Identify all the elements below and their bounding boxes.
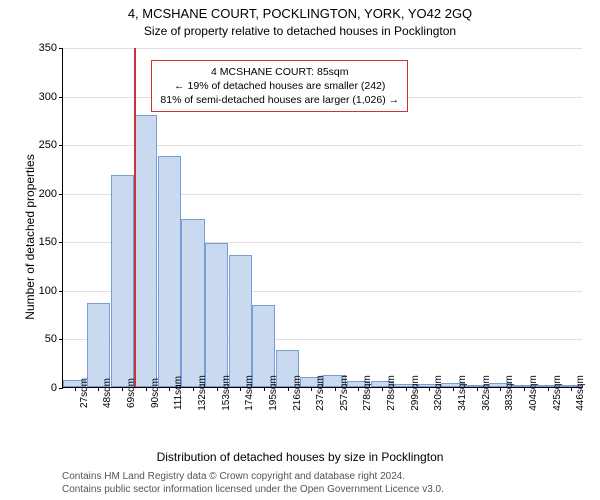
footer-line2: Contains public sector information licen… (62, 484, 444, 497)
ytick-mark (59, 145, 63, 146)
xtick-mark (75, 387, 76, 391)
xtick-mark (571, 387, 572, 391)
footer-text: Contains HM Land Registry data © Crown c… (62, 471, 444, 496)
xtick-mark (524, 387, 525, 391)
xtick-label: 299sqm (410, 375, 421, 411)
xtick-label: 362sqm (481, 375, 492, 411)
annotation-box: 4 MCSHANE COURT: 85sqm ← 19% of detached… (151, 60, 408, 113)
marker-line (134, 48, 136, 387)
annotation-line1: 4 MCSHANE COURT: 85sqm (160, 65, 399, 79)
ytick-label: 300 (39, 91, 57, 103)
ytick-label: 0 (51, 382, 57, 394)
bar (111, 175, 134, 387)
ytick-mark (59, 388, 63, 389)
xtick-mark (358, 387, 359, 391)
xtick-mark (406, 387, 407, 391)
xtick-label: 446sqm (575, 375, 586, 411)
xtick-mark (382, 387, 383, 391)
xtick-mark (169, 387, 170, 391)
xtick-mark (98, 387, 99, 391)
xtick-mark (217, 387, 218, 391)
xtick-mark (311, 387, 312, 391)
xtick-label: 320sqm (433, 375, 444, 411)
xtick-mark (264, 387, 265, 391)
xtick-mark (335, 387, 336, 391)
xtick-mark (453, 387, 454, 391)
annotation-line3: 81% of semi-detached houses are larger (… (160, 93, 399, 107)
footer-line1: Contains HM Land Registry data © Crown c… (62, 471, 444, 484)
plot-area: 05010015020025030035027sqm48sqm69sqm90sq… (62, 48, 582, 388)
xtick-mark (500, 387, 501, 391)
xtick-mark (193, 387, 194, 391)
xtick-mark (429, 387, 430, 391)
xtick-mark (477, 387, 478, 391)
bar (181, 219, 204, 387)
y-axis-label: Number of detached properties (23, 137, 37, 337)
annotation-line2: ← 19% of detached houses are smaller (24… (160, 79, 399, 93)
ytick-mark (59, 194, 63, 195)
ytick-mark (59, 339, 63, 340)
xtick-mark (288, 387, 289, 391)
xtick-mark (240, 387, 241, 391)
xtick-mark (146, 387, 147, 391)
ytick-label: 350 (39, 42, 57, 54)
xtick-label: 278sqm (386, 375, 397, 411)
bar (205, 243, 228, 387)
chart-title-1: 4, MCSHANE COURT, POCKLINGTON, YORK, YO4… (0, 6, 600, 21)
bar (87, 303, 110, 388)
ytick-label: 250 (39, 139, 57, 151)
ytick-mark (59, 48, 63, 49)
ytick-label: 150 (39, 236, 57, 248)
bar (158, 156, 181, 387)
x-axis-label: Distribution of detached houses by size … (0, 450, 600, 464)
chart-container: 4, MCSHANE COURT, POCKLINGTON, YORK, YO4… (0, 0, 600, 500)
ytick-label: 200 (39, 188, 57, 200)
xtick-label: 383sqm (504, 375, 515, 411)
ytick-mark (59, 97, 63, 98)
ytick-mark (59, 291, 63, 292)
xtick-mark (548, 387, 549, 391)
ytick-label: 50 (45, 333, 57, 345)
ytick-label: 100 (39, 285, 57, 297)
gridline-h (63, 48, 582, 49)
bar (229, 255, 252, 387)
chart-title-2: Size of property relative to detached ho… (0, 24, 600, 38)
ytick-mark (59, 242, 63, 243)
xtick-label: 341sqm (457, 375, 468, 411)
xtick-label: 404sqm (528, 375, 539, 411)
bar (134, 115, 157, 387)
xtick-mark (122, 387, 123, 391)
xtick-label: 425sqm (552, 375, 563, 411)
